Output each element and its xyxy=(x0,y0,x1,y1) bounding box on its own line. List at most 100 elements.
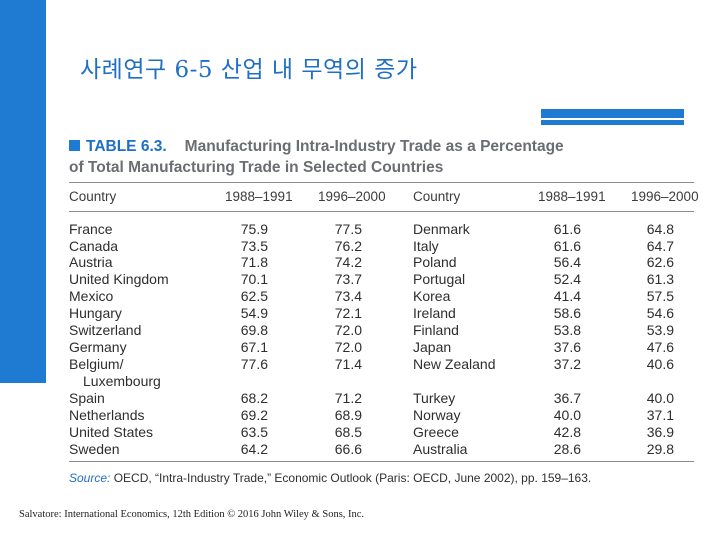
table-cell-period1: 63.5 xyxy=(240,424,268,440)
table-label: TABLE 6.3. xyxy=(86,138,167,155)
table-cell-country: Finland xyxy=(413,322,459,338)
table-cell-country: Poland xyxy=(413,254,457,270)
table-cell-period1: 54.9 xyxy=(240,305,268,321)
table-cell-country: Mexico xyxy=(69,288,114,304)
header-period1-left: 1988–1991 xyxy=(225,189,293,204)
square-bullet-icon xyxy=(69,140,80,151)
table-cell-period2: 40.6 xyxy=(646,356,674,372)
table-cell-country: Korea xyxy=(413,288,451,304)
slide-footer: Salvatore: International Economics, 12th… xyxy=(19,509,365,520)
table-cell-period2: 57.5 xyxy=(646,288,674,304)
table-cell-period1: 37.6 xyxy=(553,339,581,355)
table-cell-country: Sweden xyxy=(69,441,120,457)
source-label: Source: xyxy=(69,471,111,485)
table-cell-country: Germany xyxy=(69,339,127,355)
table-cell-period2: 72.0 xyxy=(334,339,362,355)
table-bottom-rule xyxy=(69,461,694,462)
table-cell-period1: 64.2 xyxy=(240,441,268,457)
table-cell-period1: 70.1 xyxy=(240,271,268,287)
table-cell-country: Hungary xyxy=(69,305,122,321)
table-title-line1: Manufacturing Intra-Industry Trade as a … xyxy=(184,138,564,155)
header-period2-left: 1996–2000 xyxy=(318,189,386,204)
table-cell-period1: 67.1 xyxy=(240,339,268,355)
slide-title: 사례연구 6-5 산업 내 무역의 증가 xyxy=(80,57,418,83)
table-cell-period2: 73.7 xyxy=(334,271,362,287)
table-cell-country: United Kingdom xyxy=(69,271,169,287)
table-cell-period1: 53.8 xyxy=(553,322,581,338)
header-country-left: Country xyxy=(69,189,117,204)
header-country-right: Country xyxy=(413,189,461,204)
table-caption: TABLE 6.3. Manufacturing Intra-Industry T… xyxy=(69,136,564,178)
table-cell-country: Netherlands xyxy=(69,407,145,423)
table-cell-period2: 68.5 xyxy=(334,424,362,440)
table-cell-period2: 36.9 xyxy=(646,424,674,440)
header-period1-right: 1988–1991 xyxy=(538,189,606,204)
table-cell-country: Austria xyxy=(69,254,113,270)
table-cell-period1: 71.8 xyxy=(240,254,268,270)
table-cell-period1: 73.5 xyxy=(240,238,268,254)
table-cell-period2: 54.6 xyxy=(646,305,674,321)
table-cell-country-cont: Luxembourg xyxy=(83,373,161,389)
table-cell-period1: 42.8 xyxy=(553,424,581,440)
table-cell-country: United States xyxy=(69,424,154,440)
accent-stripe-top xyxy=(541,109,684,118)
table-cell-period1: 37.2 xyxy=(553,356,581,372)
table-cell-period2: 68.9 xyxy=(334,407,362,423)
table-cell-period1: 36.7 xyxy=(553,390,581,406)
table-cell-period2: 74.2 xyxy=(334,254,362,270)
table-cell-period2: 71.4 xyxy=(334,356,362,372)
table-cell-period1: 41.4 xyxy=(553,288,581,304)
table-cell-period2: 61.3 xyxy=(646,271,674,287)
table-cell-country: Denmark xyxy=(413,221,470,237)
accent-stripe-bottom xyxy=(541,120,684,125)
table-cell-period1: 61.6 xyxy=(553,238,581,254)
table-cell-period2: 77.5 xyxy=(334,221,362,237)
table-cell-country: Spain xyxy=(69,390,105,406)
table-top-rule xyxy=(69,182,694,183)
table-cell-period2: 53.9 xyxy=(646,322,674,338)
table-cell-country: France xyxy=(69,221,113,237)
table-cell-period1: 62.5 xyxy=(240,288,268,304)
table-cell-period1: 68.2 xyxy=(240,390,268,406)
table-cell-period2: 73.4 xyxy=(334,288,362,304)
table-cell-country: Ireland xyxy=(413,305,456,321)
table-cell-period1: 56.4 xyxy=(553,254,581,270)
table-cell-period1: 28.6 xyxy=(553,441,581,457)
table-cell-period1: 75.9 xyxy=(240,221,268,237)
table-cell-country: New Zealand xyxy=(413,356,496,372)
table-cell-country: Japan xyxy=(413,339,452,355)
table-cell-period2: 40.0 xyxy=(646,390,674,406)
table-cell-period2: 62.6 xyxy=(646,254,674,270)
table-cell-country: Canada xyxy=(69,238,119,254)
table-header-rule xyxy=(69,211,694,212)
table-cell-period2: 37.1 xyxy=(646,407,674,423)
table-cell-period1: 58.6 xyxy=(553,305,581,321)
table-cell-period2: 64.7 xyxy=(646,238,674,254)
table-title-line2: of Total Manufacturing Trade in Selected… xyxy=(69,159,444,176)
header-period2-right: 1996–2000 xyxy=(631,189,699,204)
table-cell-period1: 61.6 xyxy=(553,221,581,237)
table-cell-period2: 71.2 xyxy=(334,390,362,406)
table-cell-period1: 52.4 xyxy=(553,271,581,287)
table-cell-country: Portugal xyxy=(413,271,466,287)
table-cell-country: Turkey xyxy=(413,390,456,406)
table-cell-country: Australia xyxy=(413,441,468,457)
table-cell-country: Italy xyxy=(413,238,439,254)
table-cell-period2: 29.8 xyxy=(646,441,674,457)
table-cell-period2: 72.0 xyxy=(334,322,362,338)
source-text: OECD, “Intra-Industry Trade,” Economic O… xyxy=(110,471,592,485)
table-cell-period2: 66.6 xyxy=(334,441,362,457)
table-cell-period2: 64.8 xyxy=(646,221,674,237)
table-cell-period1: 69.2 xyxy=(240,407,268,423)
table-cell-period1: 40.0 xyxy=(553,407,581,423)
left-accent-bar xyxy=(0,0,46,383)
table-source: Source: OECD, “Intra-Industry Trade,” Ec… xyxy=(69,471,591,485)
table-cell-period2: 76.2 xyxy=(334,238,362,254)
table-cell-country: Belgium/ xyxy=(69,356,124,372)
table-cell-country: Greece xyxy=(413,424,459,440)
table-cell-period1: 69.8 xyxy=(240,322,268,338)
table-cell-period2: 72.1 xyxy=(334,305,362,321)
table-cell-country: Switzerland xyxy=(69,322,142,338)
table-cell-period2: 47.6 xyxy=(646,339,674,355)
table-cell-country: Norway xyxy=(413,407,461,423)
